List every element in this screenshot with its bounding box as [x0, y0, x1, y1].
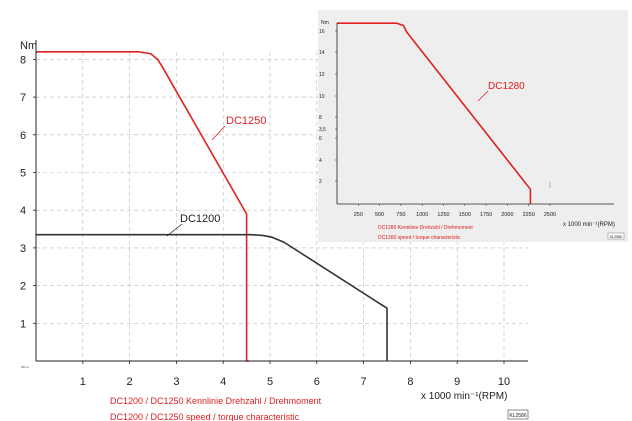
- x-tick-label: 5: [267, 376, 273, 388]
- y-tick-label: 7: [20, 92, 26, 104]
- y-tick-label: 8: [20, 54, 26, 66]
- dc1250-callout: [211, 125, 226, 141]
- inset-y-tick-label: 16: [319, 29, 325, 35]
- inset-x-tick-label: 1500: [459, 212, 471, 218]
- origin-label: 0/N·m: [21, 365, 30, 369]
- inset-y-tick-label: 12: [319, 72, 325, 78]
- series-label-dc1200: DC1200: [180, 213, 220, 225]
- inset-x-axis-label: x 1000 min⁻¹(RPM): [563, 222, 615, 228]
- series-label-dc1250: DC1250: [226, 115, 266, 127]
- inset-series-label-dc1280: DC1280: [488, 81, 525, 92]
- inset-y-tick-label: 10: [319, 94, 325, 100]
- x-tick-label: 2: [127, 376, 133, 388]
- inset-y-tick-label: 14: [319, 50, 325, 56]
- y-tick-label: 3: [20, 243, 26, 255]
- dc1200-callout: [166, 223, 183, 237]
- y-tick-label: 1: [20, 318, 26, 330]
- y-axis-label: Nm: [20, 40, 37, 52]
- tag-label: KL2586: [509, 413, 526, 419]
- series-line-dc1250: [36, 51, 249, 362]
- inset-x-tick-label: 2500: [544, 212, 556, 218]
- inset-series-line-dc1280: [337, 22, 532, 204]
- inset-x-tick-label: 250: [354, 212, 363, 218]
- inset-tag-box: [607, 232, 625, 240]
- x-tick-label: 3: [173, 376, 179, 388]
- inset-caption-german: DC1280 Kennlinie Drehzahl / Drehmoment: [378, 225, 473, 231]
- inset-y-tick-label: 3,5: [319, 127, 326, 133]
- main-series: [36, 51, 388, 362]
- inset-x-tick-label: 2000: [501, 212, 513, 218]
- inset-chart: 2 4 6 3,5 8 10 12 14 16 250 500 750 1000 1250 1500 175…: [318, 10, 628, 242]
- inset-y-tick-label: 8: [319, 115, 322, 121]
- inset-tag-label: KL2586: [610, 235, 622, 239]
- inset-x-tick-label: 1750: [480, 212, 492, 218]
- inset-x-tick-label: 2250: [523, 212, 535, 218]
- inset-x-tick-label: 1000: [416, 212, 428, 218]
- series-line-dc1200: [36, 233, 388, 361]
- inset-series: [337, 22, 532, 204]
- tag-box: [507, 409, 529, 420]
- inset-caption-english: DC1280 speed / torque characteristic: [378, 235, 461, 241]
- inset-x-tick-label: 750: [396, 212, 405, 218]
- dc1280-callout: [477, 90, 489, 102]
- inset-y-axis-label: Nm: [321, 20, 329, 26]
- y-tick-label: 4: [20, 205, 26, 217]
- inset-x-tick-label: 500: [375, 212, 384, 218]
- x-tick-label: 6: [314, 376, 320, 388]
- x-tick-label: 7: [361, 376, 367, 388]
- x-tick-label: 9: [454, 376, 460, 388]
- inset-y-tick-label: 6: [319, 136, 322, 142]
- caption-german: DC1200 / DC1250 Kennlinie Drehzahl / Dre…: [110, 396, 322, 406]
- x-axis-label: x 1000 min⁻¹(RPM): [421, 391, 507, 402]
- y-tick-label: 5: [20, 168, 26, 180]
- x-tick-label: 10: [498, 376, 510, 388]
- y-tick-label: 6: [20, 130, 26, 142]
- x-tick-label: 8: [407, 376, 413, 388]
- y-tick-label: 2: [20, 281, 26, 293]
- caption-english: DC1200 / DC1250 speed / torque character…: [110, 412, 300, 421]
- inset-x-tick-label: 1250: [437, 212, 449, 218]
- inset-y-tick-label: 2: [319, 179, 322, 185]
- x-tick-label: 4: [220, 376, 226, 388]
- x-tick-label: 1: [80, 376, 86, 388]
- inset-y-tick-label: 4: [319, 158, 322, 164]
- inset-background: [318, 10, 628, 242]
